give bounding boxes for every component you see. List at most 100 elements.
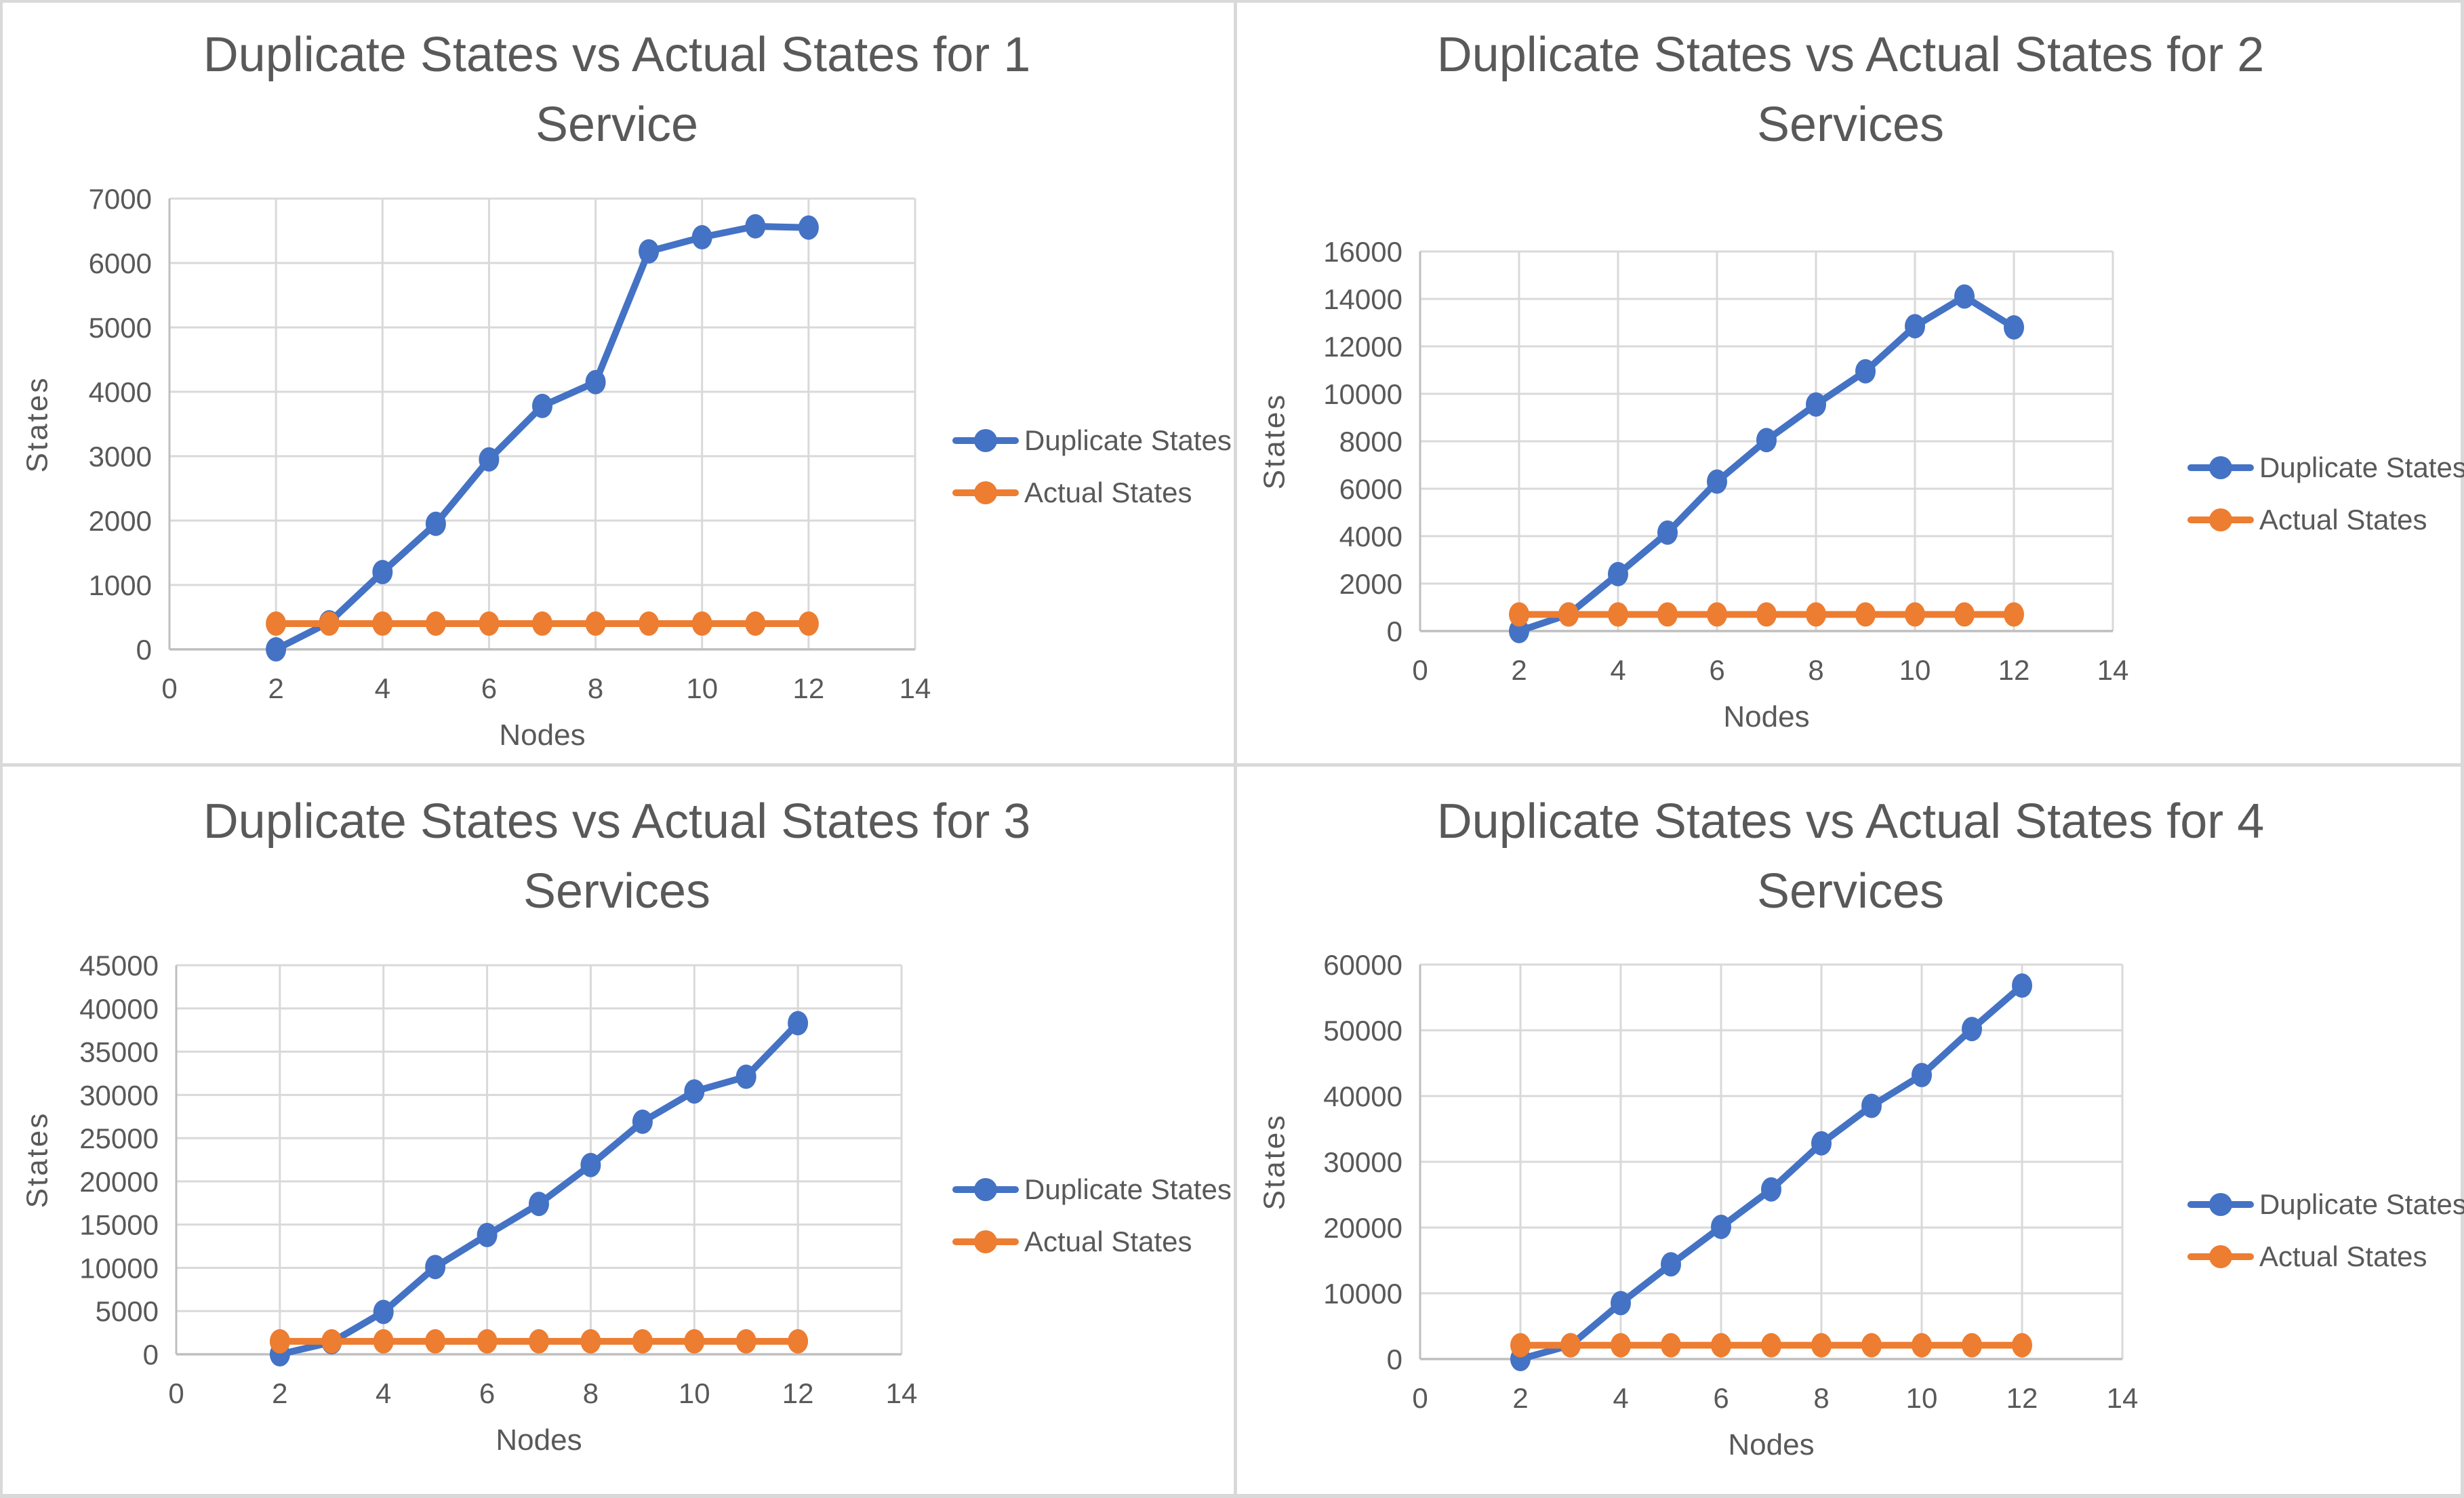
x-tick-label: 6	[1713, 1382, 1729, 1414]
page-border-left	[0, 0, 3, 1498]
legend-label: Actual States	[1024, 1226, 1192, 1257]
duplicate-states-point	[1912, 1063, 1932, 1087]
chart-title: Duplicate States vs Actual States for 3 …	[0, 787, 1234, 927]
y-tick-label: 2000	[89, 505, 152, 537]
actual-states-point	[580, 1329, 601, 1354]
chart-title-line2: Services	[1756, 864, 1945, 918]
actual-states-point	[529, 1329, 549, 1354]
y-tick-label: 6000	[89, 247, 152, 279]
actual-states-point	[1661, 1333, 1681, 1358]
duplicate-series-marker-icon	[2187, 1190, 2254, 1219]
legend: Duplicate States Actual States	[952, 1173, 1232, 1257]
y-tick-label: 20000	[79, 1166, 159, 1198]
chart-title: Duplicate States vs Actual States for 4 …	[1237, 787, 2464, 927]
y-tick-label: 20000	[1323, 1212, 1402, 1244]
legend-item-duplicate-states: Duplicate States	[2187, 451, 2464, 483]
duplicate-series-marker-icon	[2187, 453, 2254, 483]
page-border-top	[0, 0, 2464, 3]
duplicate-states-point	[1661, 1252, 1681, 1277]
chart-title: Duplicate States vs Actual States for 1 …	[0, 20, 1234, 160]
y-axis-title: States	[20, 1111, 54, 1209]
x-tick-label: 4	[1610, 654, 1625, 686]
actual-states-point	[1861, 1333, 1882, 1358]
duplicate-states-point	[1861, 1093, 1882, 1118]
actual-states-point	[1558, 602, 1579, 627]
x-tick-label: 10	[679, 1377, 710, 1409]
legend-item-actual-states: Actual States	[2187, 1240, 2464, 1272]
duplicate-series-marker-icon	[952, 426, 1019, 456]
duplicate-states-point	[1855, 359, 1876, 384]
duplicate-states-point	[1657, 520, 1678, 545]
x-tick-label: 2	[272, 1377, 287, 1409]
y-tick-label: 4000	[1339, 521, 1402, 552]
x-axis-title: Nodes	[496, 1423, 582, 1457]
x-tick-label: 12	[1998, 654, 2030, 686]
y-tick-label: 0	[1387, 1343, 1402, 1375]
duplicate-states-point	[425, 1255, 446, 1280]
actual-states-point	[1962, 1333, 1982, 1358]
legend-item-duplicate-states: Duplicate States	[952, 424, 1232, 456]
x-tick-label: 14	[2107, 1382, 2139, 1414]
actual-states-point	[1510, 1333, 1531, 1358]
y-tick-label: 30000	[79, 1079, 159, 1111]
x-tick-label: 6	[479, 1377, 495, 1409]
page-border-right	[2461, 0, 2464, 1498]
duplicate-states-point	[479, 447, 500, 472]
chart-panel-3: Duplicate States vs Actual States for 3 …	[0, 767, 1234, 1498]
actual-states-point	[788, 1329, 809, 1354]
y-tick-label: 15000	[79, 1209, 159, 1241]
actual-states-point	[477, 1329, 498, 1354]
x-tick-label: 14	[886, 1377, 918, 1409]
chart-title-line1: Duplicate States vs Actual States for 3	[203, 794, 1031, 849]
actual-states-point	[479, 611, 500, 636]
actual-states-point	[1912, 1333, 1932, 1358]
y-tick-label: 3000	[89, 441, 152, 472]
actual-states-point	[425, 611, 446, 636]
duplicate-states-point	[1806, 392, 1826, 417]
duplicate-states-point	[529, 1192, 549, 1217]
duplicate-states-point	[798, 215, 819, 240]
chart-panel-2: Duplicate States vs Actual States for 2 …	[1237, 0, 2464, 763]
y-tick-label: 10000	[1323, 378, 1402, 410]
panel-divider-vertical	[1234, 0, 1237, 1498]
actual-states-point	[266, 611, 287, 636]
y-tick-label: 2000	[1339, 568, 1402, 600]
duplicate-states-point	[2004, 315, 2024, 340]
y-tick-label: 30000	[1323, 1146, 1402, 1178]
actual-states-point	[373, 1329, 394, 1354]
actual-states-point	[372, 611, 393, 636]
x-tick-label: 2	[268, 672, 283, 704]
duplicate-states-point	[1756, 428, 1777, 453]
duplicate-states-point	[532, 393, 552, 418]
x-tick-label: 0	[1412, 1382, 1428, 1414]
legend-label: Actual States	[2259, 1240, 2427, 1272]
legend-item-duplicate-states: Duplicate States	[952, 1173, 1232, 1205]
y-tick-label: 12000	[1323, 331, 1402, 363]
duplicate-states-point	[1707, 469, 1727, 494]
legend-item-actual-states: Actual States	[2187, 504, 2464, 535]
legend-item-actual-states: Actual States	[952, 477, 1232, 508]
duplicate-states-point	[1761, 1177, 1781, 1202]
actual-states-point	[1756, 602, 1777, 627]
x-tick-label: 0	[1412, 654, 1428, 686]
y-tick-label: 0	[143, 1339, 159, 1371]
actual-states-point	[319, 611, 340, 636]
legend: Duplicate States Actual States	[2187, 451, 2464, 535]
actual-states-point	[1811, 1333, 1832, 1358]
duplicate-states-point	[1962, 1017, 1982, 1042]
actual-states-point	[639, 611, 660, 636]
legend-item-duplicate-states: Duplicate States	[2187, 1188, 2464, 1220]
x-tick-label: 12	[2006, 1382, 2038, 1414]
actual-states-point	[684, 1329, 705, 1354]
y-axis-title: States	[1257, 1113, 1291, 1211]
y-tick-label: 16000	[1323, 236, 1402, 268]
y-tick-label: 45000	[79, 950, 159, 981]
duplicate-states-point	[1954, 284, 1975, 309]
x-tick-label: 6	[481, 672, 497, 704]
duplicate-states-point	[745, 214, 766, 239]
actual-states-point	[1905, 602, 1925, 627]
chart-title: Duplicate States vs Actual States for 2 …	[1237, 20, 2464, 160]
chart-title-line2: Services	[1756, 98, 1945, 152]
actual-states-point	[269, 1329, 290, 1354]
